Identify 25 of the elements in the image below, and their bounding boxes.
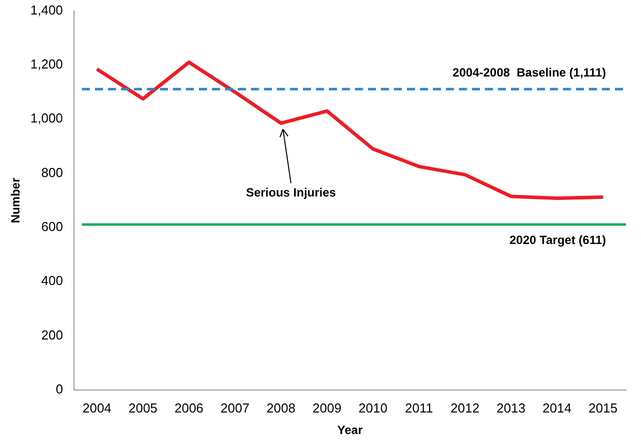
x-tick-label: 2014: [542, 400, 572, 416]
y-tick-label: 600: [41, 219, 63, 234]
y-tick-label: 1,400: [30, 2, 63, 18]
x-tick-label: 2007: [220, 400, 250, 416]
x-tick-label: 2015: [588, 400, 618, 416]
x-tick-label: 2012: [450, 400, 480, 416]
x-tick-label: 2011: [404, 400, 433, 416]
x-tick-label: 2008: [266, 400, 296, 416]
y-tick-label: 800: [41, 164, 63, 180]
x-tick-label: 2005: [128, 400, 158, 416]
y-tick-label: 1,000: [30, 110, 63, 126]
x-tick-label: 2004: [82, 400, 112, 416]
x-tick-label: 2009: [312, 400, 342, 416]
x-tick-label: 2006: [174, 400, 204, 416]
x-tick-label: 2010: [358, 400, 388, 416]
y-tick-label: 1,200: [30, 56, 63, 72]
x-tick-label: 2013: [496, 400, 526, 416]
ref-line-label: 2004-2008 Baseline (1,111): [452, 65, 606, 80]
ref-line-label: 2020 Target (611): [510, 232, 606, 247]
y-tick-label: 400: [41, 273, 63, 288]
x-axis-title: Year: [337, 423, 363, 438]
annotation: Serious Injuries: [246, 186, 336, 200]
y-axis-title: Number: [8, 177, 23, 224]
y-tick-label: 0: [56, 382, 63, 397]
y-tick-label: 200: [41, 327, 63, 342]
